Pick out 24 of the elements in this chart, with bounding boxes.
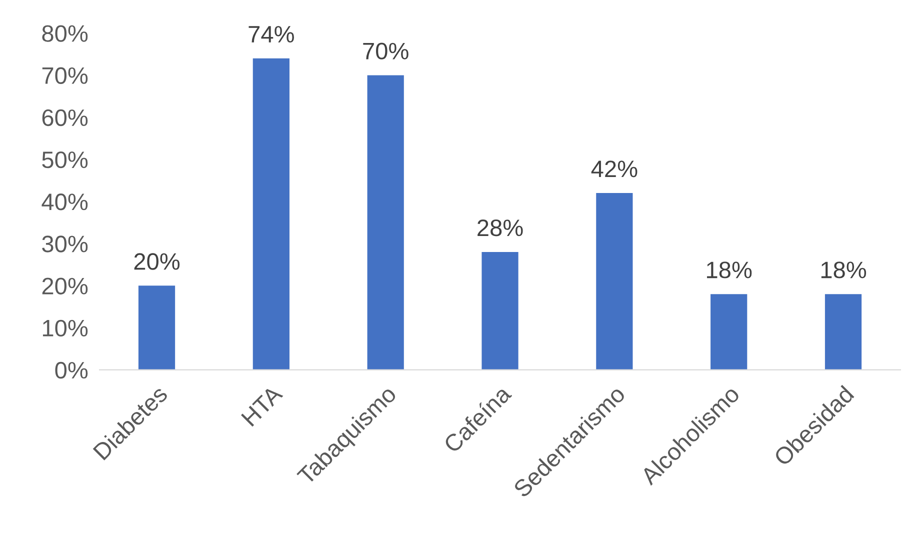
bar [138,286,176,370]
data-label: 20% [134,253,180,270]
y-tick-label: 10% [42,320,88,337]
y-tick-label: 70% [42,67,88,84]
y-tick-label: 0% [55,362,88,379]
y-tick-label: 40% [42,194,88,210]
data-label: 18% [821,262,866,278]
y-tick-label: 50% [42,151,88,168]
bar [367,75,404,370]
data-label: 18% [707,262,752,278]
y-tick-label: 30% [42,236,88,252]
y-tick-label: 60% [42,109,88,126]
data-label: 28% [478,219,523,236]
data-label: 42% [591,160,638,178]
y-tick-label: 80% [42,25,88,42]
bar [824,294,862,370]
bar [252,58,290,370]
bar [710,294,748,370]
y-tick-label: 20% [42,278,88,294]
x-tick-label: HTA [241,384,284,427]
bar [596,193,633,370]
data-label: 70% [363,42,408,60]
bar [482,252,518,370]
data-label: 74% [248,26,294,43]
